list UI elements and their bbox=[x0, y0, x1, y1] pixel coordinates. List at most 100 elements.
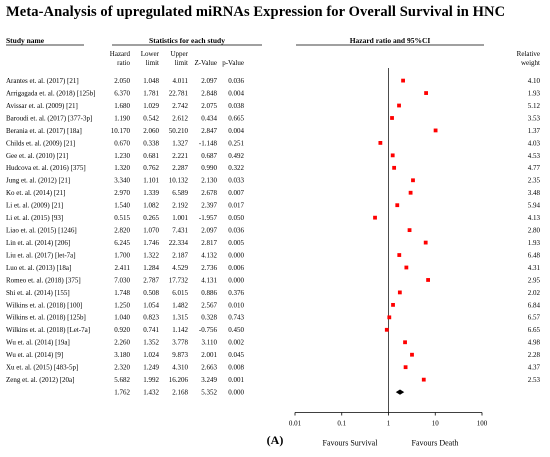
study-name: Childs et. al. (2009) [21] bbox=[6, 139, 75, 147]
z-value: 3.249 bbox=[201, 376, 217, 384]
favours-death-label: Favours Death bbox=[412, 439, 459, 448]
p-value: 0.045 bbox=[228, 351, 244, 359]
p-value: 0.450 bbox=[228, 326, 244, 334]
study-name: Jung et. al. (2012) [21] bbox=[6, 177, 70, 185]
hazard-ratio-value: 1.190 bbox=[114, 114, 130, 122]
p-value: 0.050 bbox=[228, 214, 244, 222]
z-value: 2.001 bbox=[201, 351, 217, 359]
z-value: 2.130 bbox=[201, 177, 217, 185]
summary-z-value: 5.352 bbox=[201, 389, 217, 397]
header-p-value: p-Value bbox=[222, 59, 244, 67]
z-value: 3.110 bbox=[202, 339, 218, 347]
z-value: 2.663 bbox=[201, 364, 217, 372]
study-marker bbox=[424, 91, 428, 95]
z-value: 0.434 bbox=[201, 114, 217, 122]
p-value: 0.038 bbox=[228, 102, 244, 110]
upper-limit-value: 7.431 bbox=[172, 227, 188, 235]
z-value: -1.957 bbox=[199, 214, 218, 222]
hazard-ratio-value: 10.170 bbox=[111, 127, 131, 135]
relative-weight-value: 2.53 bbox=[528, 376, 541, 384]
lower-limit-value: 1.339 bbox=[143, 189, 159, 197]
study-marker bbox=[401, 78, 405, 83]
lower-limit-value: 1.054 bbox=[143, 301, 159, 309]
relative-weight-value: 6.57 bbox=[528, 314, 541, 322]
p-value: 0.004 bbox=[228, 89, 244, 97]
hazard-ratio-value: 1.320 bbox=[114, 164, 130, 172]
hazard-ratio-value: 2.320 bbox=[114, 364, 130, 372]
p-value: 0.000 bbox=[228, 276, 244, 284]
study-marker bbox=[384, 327, 389, 332]
lower-limit-value: 1.024 bbox=[143, 351, 159, 359]
study-marker bbox=[378, 141, 383, 145]
lower-limit-value: 1.352 bbox=[143, 339, 159, 347]
z-value: -0.756 bbox=[199, 326, 218, 334]
upper-limit-value: 6.589 bbox=[172, 189, 188, 197]
z-value: 0.886 bbox=[201, 289, 217, 297]
hazard-ratio-value: 1.680 bbox=[114, 102, 130, 110]
study-marker bbox=[395, 203, 400, 208]
relative-weight-value: 4.98 bbox=[528, 339, 541, 347]
study-name: Arantes et. al. (2017) [21] bbox=[6, 77, 79, 85]
p-value: 0.036 bbox=[228, 227, 244, 235]
study-marker bbox=[390, 116, 394, 120]
study-marker bbox=[411, 178, 415, 183]
z-value: 2.097 bbox=[201, 77, 217, 85]
lower-limit-value: 1.070 bbox=[143, 227, 159, 235]
p-value: 0.376 bbox=[228, 289, 244, 297]
p-value: 0.000 bbox=[228, 251, 244, 259]
relative-weight-value: 2.95 bbox=[528, 276, 541, 284]
p-value: 0.743 bbox=[228, 314, 244, 322]
z-value: 2.097 bbox=[201, 227, 217, 235]
lower-limit-value: 1.284 bbox=[143, 264, 159, 272]
lower-limit-value: 1.746 bbox=[143, 239, 159, 247]
z-value: 2.678 bbox=[201, 189, 217, 197]
relative-weight-value: 2.28 bbox=[528, 351, 541, 359]
header-relative-weight: weight bbox=[521, 59, 540, 67]
study-name: Gee et. al. (2010) [21] bbox=[6, 152, 68, 160]
x-tick-label: 0.01 bbox=[289, 420, 302, 428]
hazard-ratio-value: 1.540 bbox=[114, 202, 130, 210]
z-value: 0.328 bbox=[201, 314, 217, 322]
relative-weight-value: 1.93 bbox=[528, 239, 541, 247]
hazard-ratio-value: 1.250 bbox=[114, 301, 130, 309]
lower-limit-value: 0.542 bbox=[143, 114, 159, 122]
lower-limit-value: 1.992 bbox=[143, 376, 159, 384]
study-name: Luo et. al. (2013) [18a] bbox=[6, 264, 71, 272]
relative-weight-value: 4.13 bbox=[528, 214, 541, 222]
relative-weight-value: 6.84 bbox=[528, 301, 541, 309]
study-marker bbox=[373, 215, 377, 220]
hazard-ratio-value: 5.682 bbox=[114, 376, 130, 384]
p-value: 0.010 bbox=[228, 301, 244, 309]
upper-limit-value: 16.206 bbox=[169, 376, 189, 384]
upper-limit-value: 9.873 bbox=[172, 351, 188, 359]
study-name: Wilkins et. al. (2018) [100] bbox=[6, 301, 82, 309]
p-value: 0.033 bbox=[228, 177, 244, 185]
study-marker bbox=[397, 290, 402, 295]
relative-weight-value: 4.31 bbox=[528, 264, 541, 272]
study-marker bbox=[421, 377, 426, 382]
upper-limit-value: 1.315 bbox=[172, 314, 188, 322]
study-name: Li et. al. (2009) [21] bbox=[6, 202, 63, 210]
header-lower-limit: Lower bbox=[141, 50, 160, 58]
upper-limit-value: 4.011 bbox=[173, 77, 189, 85]
study-marker bbox=[423, 240, 428, 245]
upper-limit-value: 17.732 bbox=[169, 276, 189, 284]
p-value: 0.005 bbox=[228, 239, 244, 247]
lower-limit-value: 0.338 bbox=[143, 139, 159, 147]
hazard-ratio-value: 1.748 bbox=[114, 289, 130, 297]
z-value: 0.990 bbox=[201, 164, 217, 172]
z-value: -1.148 bbox=[199, 139, 218, 147]
relative-weight-value: 1.37 bbox=[528, 127, 541, 135]
p-value: 0.665 bbox=[228, 114, 244, 122]
study-name: Zeng et. al. (2012) [20a] bbox=[6, 376, 74, 384]
relative-weight-value: 5.12 bbox=[528, 102, 541, 110]
z-value: 2.736 bbox=[201, 264, 217, 272]
hazard-ratio-value: 2.970 bbox=[114, 189, 130, 197]
study-marker bbox=[403, 340, 407, 345]
study-marker bbox=[407, 228, 412, 233]
p-value: 0.492 bbox=[228, 152, 244, 160]
lower-limit-value: 2.787 bbox=[143, 276, 159, 284]
x-tick-label: 10 bbox=[432, 420, 440, 428]
p-value: 0.006 bbox=[228, 264, 244, 272]
header-plot-group: Hazard ratio and 95%CI bbox=[350, 36, 431, 45]
